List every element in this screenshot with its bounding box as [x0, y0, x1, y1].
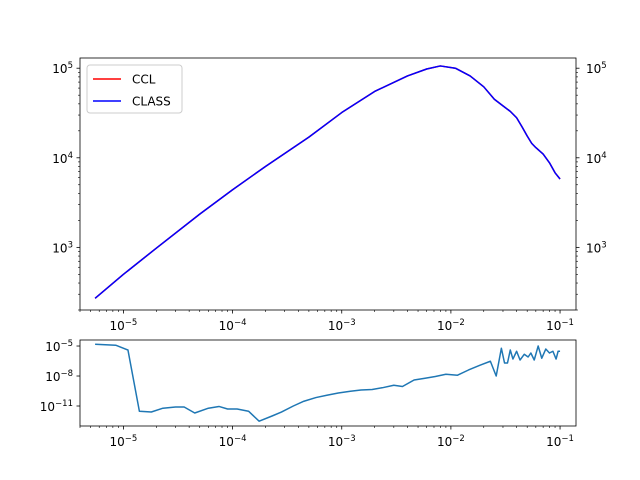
y-tick-label: 10−11 — [40, 399, 73, 414]
x-tick-label: 10−3 — [328, 318, 356, 333]
series-line-class — [94, 65, 561, 299]
series-group — [94, 65, 561, 299]
legend: CCL CLASS — [86, 64, 183, 114]
y-tick-label: 10−8 — [45, 369, 73, 384]
y-tick-label: 104 — [52, 151, 73, 166]
x-minor-ticks — [79, 310, 556, 312]
x-tick-label: 10−3 — [328, 434, 356, 449]
y-tick-label: 10−5 — [45, 339, 73, 354]
x-tick-label: 10−5 — [110, 434, 138, 449]
x-tick-label: 10−1 — [546, 318, 574, 333]
x-tick-label: 10−4 — [219, 434, 247, 449]
y-tick-label-right: 104 — [586, 151, 607, 166]
x-tick-label: 10−2 — [437, 434, 465, 449]
series-line — [95, 343, 561, 422]
y-tick-label: 103 — [52, 240, 73, 255]
axes-frame — [79, 57, 577, 311]
axes-frame — [79, 339, 577, 427]
x-tick-label: 10−4 — [219, 318, 247, 333]
x-tick-label: 10−2 — [437, 318, 465, 333]
series-group — [95, 343, 561, 422]
x-minor-ticks — [79, 426, 556, 428]
y-minor-ticks — [78, 72, 578, 311]
y-tick-label-right: 103 — [586, 240, 607, 255]
top-panel: 10−5 10−4 10−3 10−2 10−1 103 103 104 104 105 105 CC… — [52, 57, 607, 333]
legend-label: CCL — [132, 73, 156, 87]
x-tick-label: 10−1 — [546, 434, 574, 449]
y-tick-label: 105 — [52, 61, 73, 76]
legend-label: CLASS — [132, 95, 171, 109]
x-tick-label: 10−5 — [110, 318, 138, 333]
bottom-panel: 10−5 10−4 10−3 10−2 10−1 10−11 10−8 10−5 — [40, 339, 577, 449]
y-tick-label-right: 105 — [586, 61, 607, 76]
